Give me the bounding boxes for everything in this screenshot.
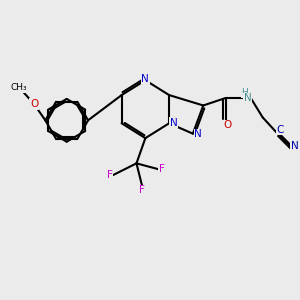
Text: F: F bbox=[107, 170, 113, 180]
Text: CH₃: CH₃ bbox=[11, 83, 28, 92]
Text: N: N bbox=[244, 93, 252, 103]
Text: O: O bbox=[30, 99, 38, 109]
Text: F: F bbox=[159, 164, 165, 174]
Text: H: H bbox=[242, 88, 248, 97]
Text: N: N bbox=[170, 118, 178, 128]
Text: O: O bbox=[223, 120, 231, 130]
Text: N: N bbox=[194, 129, 202, 139]
Text: F: F bbox=[140, 185, 145, 195]
Text: N: N bbox=[291, 141, 298, 151]
Text: C: C bbox=[276, 125, 284, 135]
Text: N: N bbox=[142, 74, 149, 84]
